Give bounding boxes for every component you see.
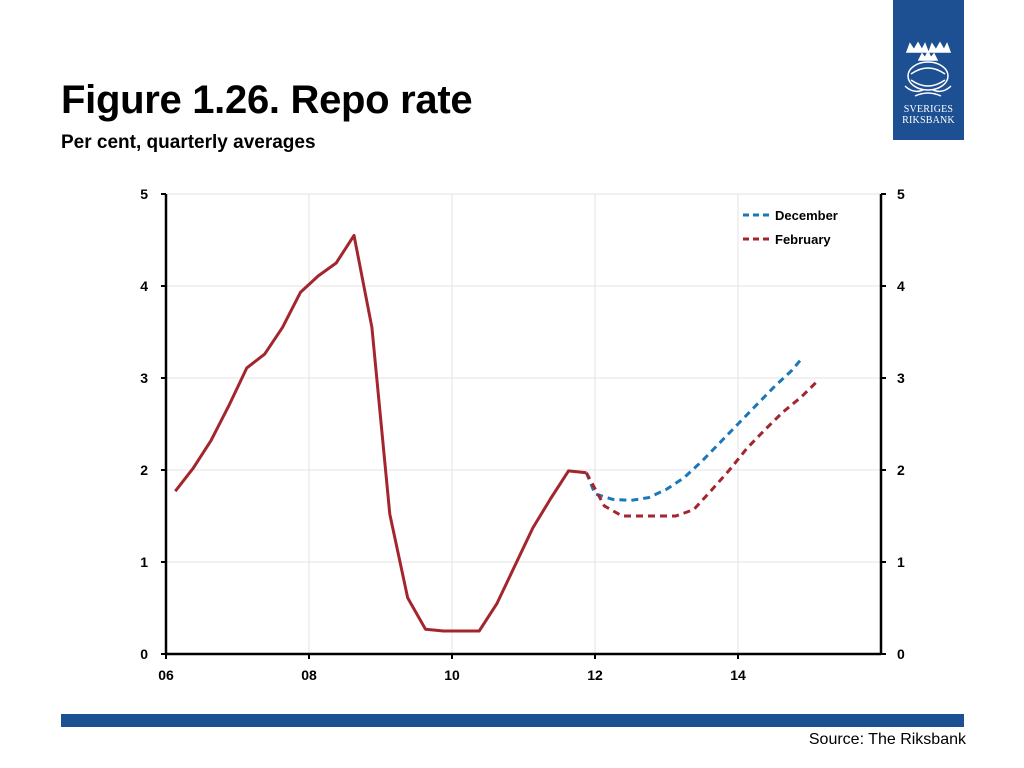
y-tick-label-left: 0: [140, 646, 148, 662]
x-tick-label: 10: [444, 667, 460, 683]
chart-subtitle: Per cent, quarterly averages: [61, 132, 316, 153]
y-tick-label-left: 3: [140, 370, 148, 386]
logo-wordmark: SVERIGES RIKSBANK: [893, 104, 964, 126]
y-tick-label-right: 0: [897, 646, 905, 662]
y-tick-label-right: 4: [897, 278, 905, 294]
y-tick-label-right: 1: [897, 554, 905, 570]
series-line-outcome: [174, 233, 587, 633]
x-tick-label: 08: [301, 667, 317, 683]
y-tick-label-right: 3: [897, 370, 905, 386]
series-line-december: [585, 358, 803, 502]
legend-label-february: February: [775, 232, 831, 247]
logo-line-riksbank: RIKSBANK: [902, 115, 955, 126]
y-tick-label-left: 2: [140, 462, 148, 478]
series-line-february: [585, 378, 820, 518]
y-tick-label-right: 2: [897, 462, 905, 478]
chart-title: Figure 1.26. Repo rate: [61, 78, 473, 122]
riksbank-logo: SVERIGES RIKSBANK: [893, 0, 964, 140]
y-tick-label-left: 5: [140, 186, 148, 202]
chart-legend: December February: [743, 208, 838, 247]
x-tick-label: 12: [587, 667, 603, 683]
source-note: Source: The Riksbank: [808, 731, 966, 748]
y-tick-label-left: 1: [140, 554, 148, 570]
axes: [161, 193, 886, 659]
x-tick-label: 14: [730, 667, 746, 683]
crown-emblem-icon: [904, 41, 952, 97]
gridlines: [166, 193, 881, 654]
tick-labels: 0 01 12 23 34 45 506 08 10 12 14: [140, 186, 905, 683]
footer-bar: [61, 714, 964, 727]
legend-label-december: December: [775, 208, 838, 223]
y-tick-label-left: 4: [140, 278, 148, 294]
y-tick-label-right: 5: [897, 186, 905, 202]
series-layer: [174, 233, 820, 633]
logo-line-sveriges: SVERIGES: [903, 104, 954, 115]
x-tick-label: 06: [158, 667, 174, 683]
